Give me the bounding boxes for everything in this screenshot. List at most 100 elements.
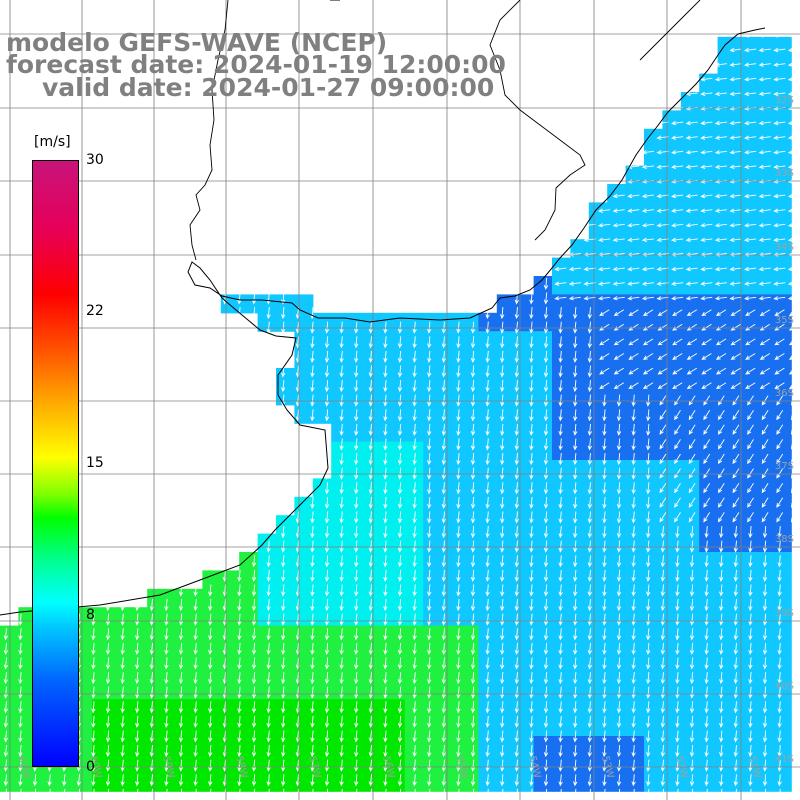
wind-arrow: [105, 745, 111, 758]
wind-arrow: [747, 395, 754, 406]
wind-arrow: [587, 672, 592, 685]
wind-arrow: [573, 613, 578, 626]
wind-arrow: [631, 496, 636, 509]
wind-arrow: [646, 482, 651, 495]
field-cell: [736, 699, 755, 719]
field-cell: [184, 644, 203, 663]
field-cell: [717, 699, 737, 719]
wind-arrow: [573, 307, 578, 320]
wind-arrow: [514, 569, 519, 582]
wind-arrow: [500, 511, 505, 524]
field-cell: [680, 294, 700, 314]
wind-arrow: [251, 715, 257, 728]
wind-arrow: [787, 91, 800, 97]
wind-arrow: [441, 599, 446, 612]
wind-arrow: [324, 496, 330, 509]
wind-arrow: [543, 555, 549, 568]
field-cell: [423, 699, 443, 719]
wind-arrow: [427, 686, 432, 699]
wind-arrow: [354, 730, 359, 743]
wind-arrow: [485, 686, 490, 699]
wind-arrow: [529, 584, 534, 597]
wind-arrow: [773, 47, 786, 53]
wind-arrow: [573, 774, 578, 787]
wind-arrow: [573, 321, 578, 334]
wind-arrow: [616, 657, 622, 670]
wind-arrow: [543, 715, 549, 728]
field-cell: [736, 515, 755, 535]
wind-arrow: [135, 628, 140, 641]
field-cell: [331, 533, 351, 553]
field-cell: [441, 754, 461, 774]
field-cell: [680, 680, 700, 700]
wind-arrow: [761, 512, 769, 523]
wind-arrow: [599, 382, 610, 390]
wind-arrow: [339, 453, 344, 466]
wind-arrow: [573, 745, 578, 758]
wind-arrow: [675, 730, 680, 743]
wind-arrow: [354, 409, 359, 422]
wind-arrow: [573, 555, 578, 568]
field-cell: [239, 607, 259, 627]
field-cell: [276, 515, 295, 535]
field-cell: [110, 736, 130, 755]
field-cell: [717, 717, 737, 737]
wind-arrow: [558, 759, 563, 772]
field-cell: [644, 533, 663, 553]
wind-arrow: [310, 672, 315, 685]
wind-arrow: [659, 409, 667, 421]
field-cell: [312, 717, 332, 737]
wind-arrow: [427, 423, 432, 436]
field-cell: [0, 662, 19, 682]
field-cell: [736, 423, 755, 443]
wind-arrow: [631, 701, 636, 714]
field-cell: [662, 184, 682, 203]
field-cell: [754, 312, 774, 332]
field-cell: [607, 736, 627, 755]
wind-arrow: [149, 774, 154, 787]
wind-arrow: [543, 438, 549, 451]
field-cell: [294, 368, 314, 387]
wind-arrow: [627, 208, 640, 213]
wind-arrow: [543, 380, 549, 393]
wind-arrow: [427, 745, 432, 758]
wind-arrow: [714, 135, 727, 140]
wind-arrow: [397, 613, 403, 626]
wind-arrow: [368, 686, 373, 699]
wind-arrow: [671, 120, 684, 126]
wind-arrow: [587, 730, 592, 743]
wind-arrow: [397, 569, 403, 582]
wind-arrow: [514, 759, 519, 772]
wind-arrow: [3, 642, 8, 655]
wind-arrow: [310, 511, 315, 524]
wind-arrow: [397, 496, 403, 509]
wind-arrow: [543, 686, 549, 699]
wind-arrow: [616, 569, 622, 582]
wind-arrow: [790, 512, 798, 523]
wind-arrow: [704, 730, 709, 743]
wind-arrow: [149, 657, 154, 670]
wind-arrow: [354, 394, 359, 407]
field-cell: [257, 312, 277, 332]
wind-arrow: [787, 296, 800, 301]
field-cell: [717, 110, 737, 130]
wind-arrow: [616, 496, 622, 509]
field-cell: [644, 147, 663, 167]
wind-arrow: [602, 511, 607, 524]
wind-arrow: [733, 686, 738, 699]
field-cell: [680, 662, 700, 682]
wind-arrow: [310, 599, 315, 612]
field-cell: [588, 644, 608, 663]
wind-arrow: [324, 321, 330, 334]
wind-arrow: [500, 686, 505, 699]
wind-arrow: [719, 715, 724, 728]
wind-arrow: [704, 715, 709, 728]
field-cell: [460, 662, 479, 682]
field-cell: [570, 699, 590, 719]
wind-arrow: [729, 120, 742, 126]
wind-arrow: [729, 164, 742, 170]
wind-arrow: [397, 467, 403, 480]
wind-arrow: [368, 701, 373, 714]
field-cell: [736, 220, 755, 240]
wind-arrow: [105, 642, 111, 655]
